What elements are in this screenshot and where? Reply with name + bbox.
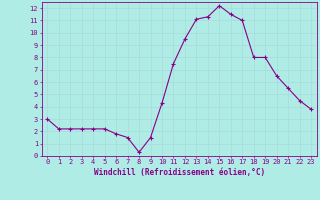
X-axis label: Windchill (Refroidissement éolien,°C): Windchill (Refroidissement éolien,°C)	[94, 168, 265, 177]
